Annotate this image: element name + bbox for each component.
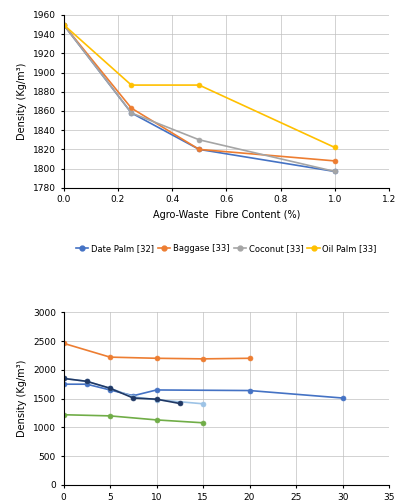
Legend: Date Palm [32], Baggase [33], Coconut [33], Oil Palm [33]: Date Palm [32], Baggase [33], Coconut [3…: [76, 244, 377, 253]
Y-axis label: Density (Kg/m³): Density (Kg/m³): [17, 360, 27, 438]
Y-axis label: Density (Kg/m³): Density (Kg/m³): [17, 62, 27, 140]
X-axis label: Agro-Waste  Fibre Content (%): Agro-Waste Fibre Content (%): [152, 210, 300, 220]
